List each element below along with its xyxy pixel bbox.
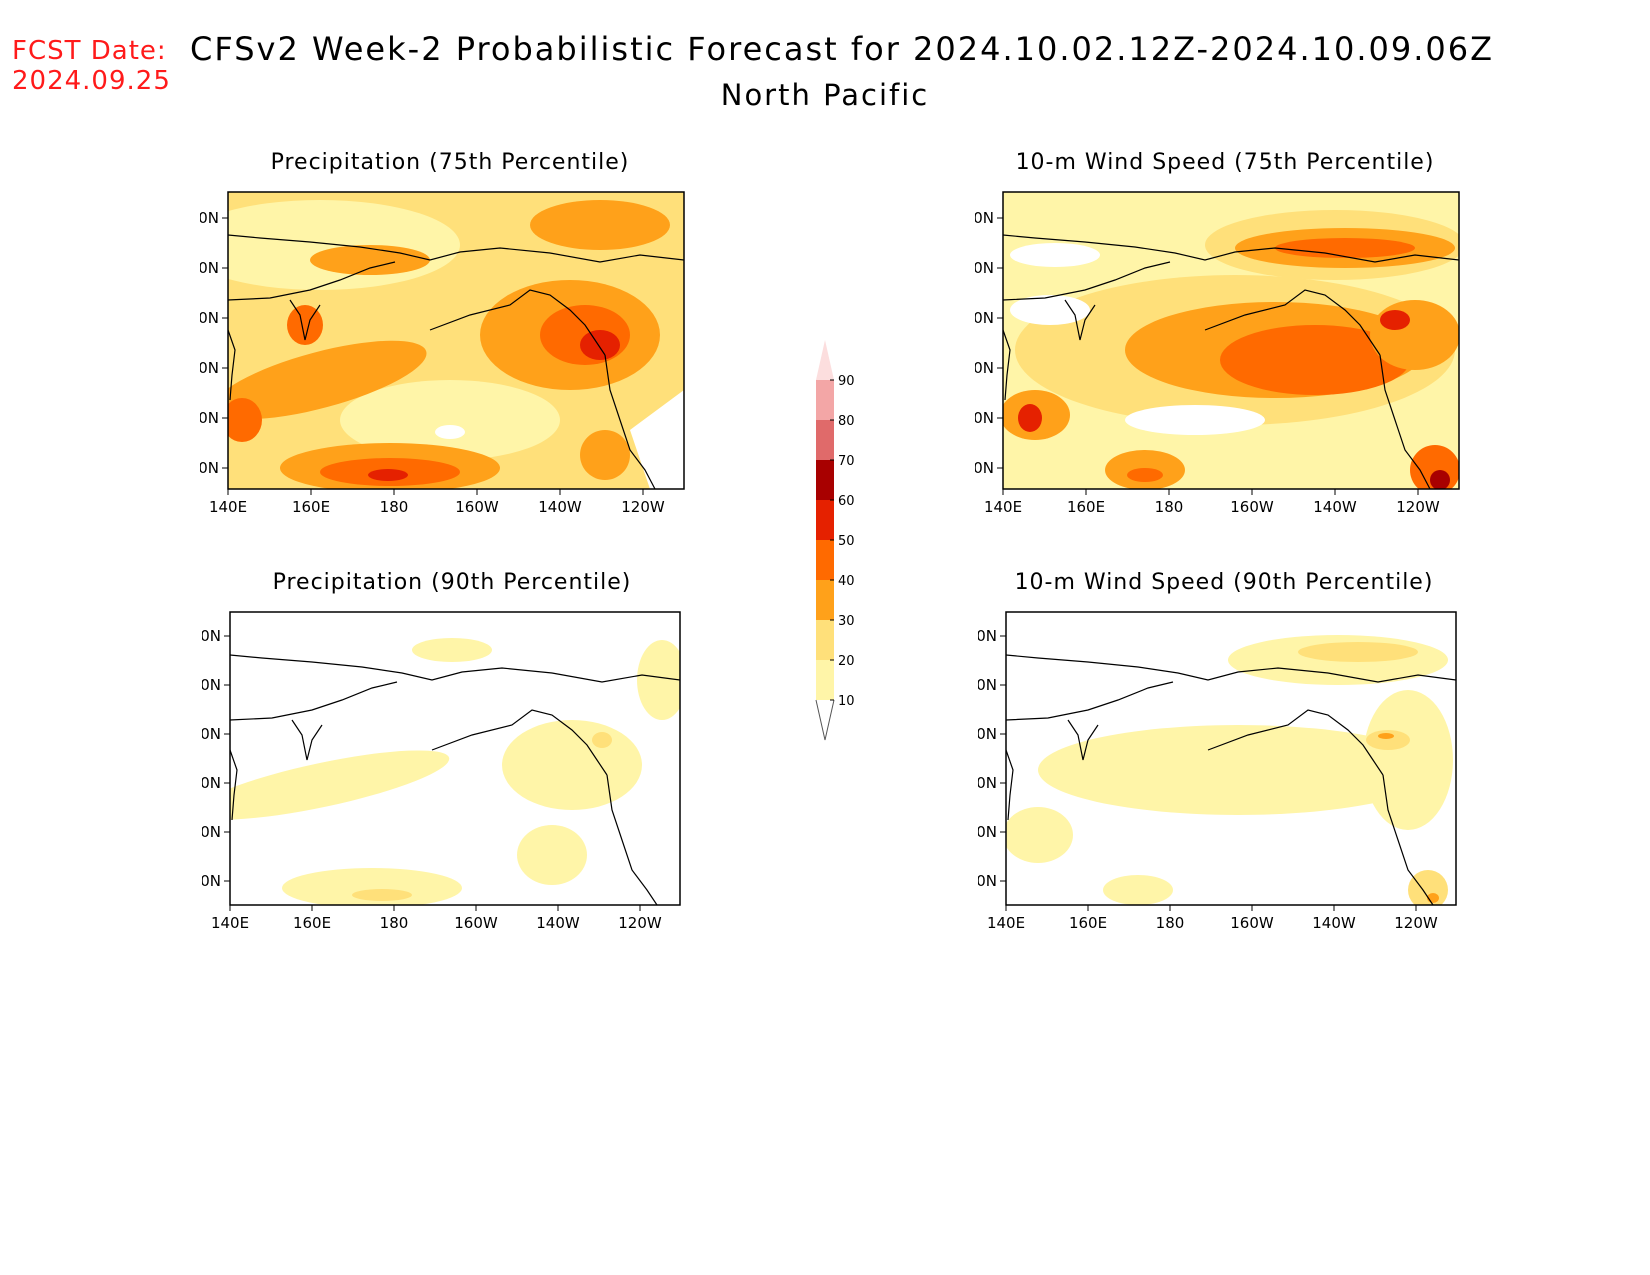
- lon-tick-label: 120W: [1396, 498, 1440, 516]
- colorbar-level-label: 30: [838, 614, 855, 629]
- lat-tick-label: 60N: [978, 725, 997, 743]
- lon-tick-label: 160W: [1230, 914, 1274, 932]
- lat-tick-label: 70N: [975, 259, 994, 277]
- colorbar-level-label: 90: [838, 374, 855, 389]
- colorbar-level-label: 70: [838, 454, 855, 469]
- colorbar-top-cap: [816, 340, 834, 380]
- lat-tick-label: 30N: [202, 872, 221, 890]
- lat-tick-label: 40N: [978, 823, 997, 841]
- map-wind-90: 140E 160E 180 160W 140W 120W 80N 70N 60N…: [978, 611, 1457, 932]
- colorbar-swatch: [816, 540, 834, 580]
- lon-tick-label: 140E: [209, 498, 247, 516]
- lon-tick-label: 140W: [1313, 498, 1357, 516]
- lon-tick-label: 140E: [984, 498, 1022, 516]
- lon-tick-label: 160E: [293, 914, 331, 932]
- colorbar-level-label: 60: [838, 494, 855, 509]
- colorbar-swatch: [816, 580, 834, 620]
- colorbar-level-label: 50: [838, 534, 855, 549]
- lon-tick-label: 160W: [1230, 498, 1274, 516]
- panel-title: 10-m Wind Speed (75th Percentile): [1015, 150, 1435, 175]
- lat-tick-label: 80N: [975, 209, 994, 227]
- colorbar: 10 20 30 40 50 60 70 80 90: [815, 340, 855, 741]
- lon-tick-label: 160E: [292, 498, 330, 516]
- lat-tick-label: 50N: [200, 359, 219, 377]
- lat-tick-label: 40N: [200, 409, 219, 427]
- panel-wind-75: 10-m Wind Speed (75th Percentile): [975, 150, 1475, 520]
- map-precip-75: 140E 160E 180 160W 140W 120W 80N 70N 60N…: [200, 191, 685, 516]
- panel-precip-75: Precipitation (75th Percentile): [200, 150, 700, 520]
- lat-tick-label: 30N: [975, 459, 994, 477]
- lat-tick-label: 60N: [975, 309, 994, 327]
- lon-tick-label: 140E: [211, 914, 249, 932]
- lon-tick-label: 120W: [1394, 914, 1438, 932]
- colorbar-level-label: 10: [838, 694, 855, 709]
- lon-tick-label: 140E: [987, 914, 1025, 932]
- lon-tick-label: 160E: [1069, 914, 1107, 932]
- map-precip-90: 140E 160E 180 160W 140W 120W 80N 70N 60N…: [202, 611, 681, 932]
- panel-title: Precipitation (75th Percentile): [270, 150, 630, 175]
- colorbar-bottom-cap: [815, 699, 835, 741]
- lon-tick-label: 180: [1155, 498, 1184, 516]
- colorbar-swatch: [816, 460, 834, 500]
- lat-tick-label: 50N: [202, 774, 221, 792]
- lat-tick-label: 70N: [978, 676, 997, 694]
- lat-tick-label: 50N: [978, 774, 997, 792]
- lat-tick-label: 80N: [202, 627, 221, 645]
- colorbar-swatch: [816, 620, 834, 660]
- lat-tick-label: 80N: [200, 209, 219, 227]
- colorbar-swatch: [816, 420, 834, 460]
- panel-precip-90: Precipitation (90th Percentile) 140E 1: [202, 570, 702, 940]
- colorbar-level-label: 40: [838, 574, 855, 589]
- lon-tick-label: 160W: [454, 914, 498, 932]
- lat-tick-label: 50N: [975, 359, 994, 377]
- lon-tick-label: 140W: [1312, 914, 1356, 932]
- lat-tick-label: 70N: [200, 259, 219, 277]
- page-subtitle: North Pacific: [720, 78, 930, 112]
- lat-tick-label: 40N: [975, 409, 994, 427]
- colorbar-swatch: [816, 500, 834, 540]
- lat-tick-label: 40N: [202, 823, 221, 841]
- colorbar-level-label: 20: [838, 654, 855, 669]
- lat-tick-label: 30N: [978, 872, 997, 890]
- lon-tick-label: 120W: [621, 498, 665, 516]
- forecast-date-value: 2024.09.25: [12, 66, 171, 96]
- lon-tick-label: 180: [380, 498, 409, 516]
- forecast-date: FCST Date: 2024.09.25: [12, 36, 171, 96]
- lat-tick-label: 60N: [202, 725, 221, 743]
- page-title: CFSv2 Week-2 Probabilistic Forecast for …: [190, 30, 1495, 68]
- panel-title: Precipitation (90th Percentile): [272, 570, 632, 595]
- lon-tick-label: 140W: [538, 498, 582, 516]
- colorbar-swatch: [816, 660, 834, 700]
- lon-tick-label: 140W: [536, 914, 580, 932]
- map-wind-75: 140E 160E 180 160W 140W 120W 80N 70N 60N…: [975, 191, 1460, 516]
- lat-tick-label: 60N: [200, 309, 219, 327]
- lon-tick-label: 180: [380, 914, 409, 932]
- lon-tick-label: 160E: [1067, 498, 1105, 516]
- colorbar-swatch: [816, 380, 834, 420]
- lat-tick-label: 70N: [202, 676, 221, 694]
- panel-wind-90: 10-m Wind Speed (90th Percentile): [978, 570, 1478, 940]
- lon-tick-label: 180: [1156, 914, 1185, 932]
- lon-tick-label: 160W: [455, 498, 499, 516]
- forecast-date-label: FCST Date:: [12, 36, 167, 66]
- panel-title: 10-m Wind Speed (90th Percentile): [1014, 570, 1434, 595]
- colorbar-level-label: 80: [838, 414, 855, 429]
- lat-tick-label: 80N: [978, 627, 997, 645]
- lat-tick-label: 30N: [200, 459, 219, 477]
- lon-tick-label: 120W: [618, 914, 662, 932]
